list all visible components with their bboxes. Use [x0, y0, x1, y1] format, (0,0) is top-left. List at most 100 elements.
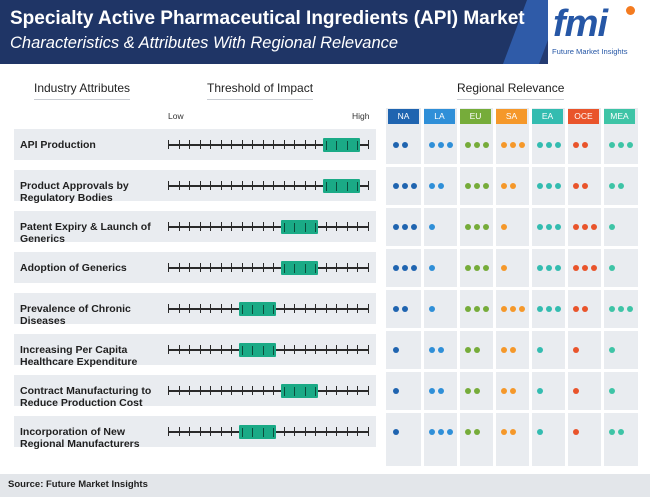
impact-tick — [231, 304, 233, 313]
impact-tick — [189, 304, 191, 313]
impact-tick — [210, 345, 212, 354]
impact-tick — [294, 140, 296, 149]
impact-tick — [357, 222, 359, 231]
relevance-dot-eu — [474, 142, 480, 148]
impact-tick — [325, 386, 327, 395]
relevance-dot-sa — [510, 142, 516, 148]
impact-tick — [189, 222, 191, 231]
impact-tick — [294, 427, 296, 436]
impact-tick — [178, 181, 180, 190]
relevance-dot-sa — [510, 429, 516, 435]
relevance-dot-eu — [465, 224, 471, 230]
relevance-dot-la — [429, 224, 435, 230]
impact-tick — [168, 427, 169, 436]
relevance-dot-sa — [501, 388, 507, 394]
relevance-dot-la — [429, 306, 435, 312]
impact-tick — [304, 345, 306, 354]
impact-bar-tick — [283, 387, 285, 396]
relevance-dot-na — [411, 183, 417, 189]
impact-tick — [241, 181, 243, 190]
relevance-dot-oce — [573, 306, 579, 312]
relevance-dot-sa — [510, 388, 516, 394]
impact-tick — [325, 222, 327, 231]
impact-tick — [368, 140, 369, 149]
impact-tick — [168, 386, 169, 395]
impact-bar-tick — [294, 387, 296, 396]
impact-tick — [283, 427, 285, 436]
attribute-label: Prevalence of Chronic Diseases — [20, 303, 131, 327]
attribute-label: API Production — [20, 139, 96, 151]
relevance-dot-ea — [537, 224, 543, 230]
impact-tick — [346, 263, 348, 272]
impact-tick — [273, 181, 275, 190]
impact-tick — [189, 386, 191, 395]
impact-tick — [199, 386, 201, 395]
impact-bar-tick — [262, 305, 264, 314]
relevance-dot-sa — [501, 224, 507, 230]
impact-bar-tick — [252, 305, 254, 314]
relevance-dot-la — [447, 429, 453, 435]
impact-tick — [178, 345, 180, 354]
impact-tick — [231, 181, 233, 190]
impact-bar — [238, 425, 277, 439]
impact-tick — [315, 427, 317, 436]
impact-bar — [280, 220, 319, 234]
relevance-dot-sa — [501, 142, 507, 148]
impact-tick — [210, 181, 212, 190]
impact-tick — [346, 304, 348, 313]
impact-tick — [357, 345, 359, 354]
region-header-oce: OCE — [568, 109, 599, 124]
impact-bar — [322, 138, 361, 152]
impact-tick — [241, 140, 243, 149]
relevance-dot-la — [429, 429, 435, 435]
relevance-dot-ea — [546, 265, 552, 271]
impact-tick — [294, 181, 296, 190]
relevance-dot-na — [402, 183, 408, 189]
relevance-dot-eu — [474, 224, 480, 230]
relevance-dot-eu — [465, 142, 471, 148]
impact-bar-tick — [241, 305, 243, 314]
relevance-dot-mea — [609, 347, 615, 353]
impact-tick — [346, 427, 348, 436]
panel-row-divider — [386, 328, 638, 331]
region-header-sa: SA — [496, 109, 527, 124]
fmi-logo-icon: fmi — [553, 3, 608, 45]
relevance-dot-la — [429, 183, 435, 189]
impact-bar-tick — [304, 264, 306, 273]
relevance-dot-oce — [573, 388, 579, 394]
impact-tick — [220, 222, 222, 231]
region-header-na: NA — [388, 109, 419, 124]
header-slant — [0, 0, 560, 64]
relevance-dot-oce — [582, 306, 588, 312]
impact-tick — [336, 222, 338, 231]
relevance-dot-oce — [591, 265, 597, 271]
impact-tick — [199, 304, 201, 313]
relevance-dot-eu — [474, 347, 480, 353]
impact-tick — [220, 345, 222, 354]
impact-tick — [231, 345, 233, 354]
relevance-dot-mea — [609, 224, 615, 230]
relevance-dot-oce — [573, 265, 579, 271]
relevance-dot-sa — [501, 183, 507, 189]
impact-tick — [189, 181, 191, 190]
relevance-dot-eu — [474, 265, 480, 271]
impact-tick — [315, 345, 317, 354]
relevance-dot-sa — [510, 347, 516, 353]
relevance-dot-mea — [618, 429, 624, 435]
impact-tick — [252, 386, 254, 395]
impact-bar-tick — [325, 141, 327, 150]
impact-tick — [304, 181, 306, 190]
panel-row-divider — [386, 164, 638, 167]
panel-row-divider — [386, 410, 638, 413]
impact-tick — [199, 345, 201, 354]
impact-tick — [336, 304, 338, 313]
impact-tick — [273, 386, 275, 395]
impact-tick — [241, 222, 243, 231]
relevance-dot-sa — [519, 306, 525, 312]
impact-tick — [315, 140, 317, 149]
relevance-dot-ea — [555, 183, 561, 189]
chart-subtitle: Characteristics & Attributes With Region… — [10, 34, 399, 52]
relevance-dot-mea — [609, 265, 615, 271]
impact-tick — [262, 140, 264, 149]
relevance-dot-ea — [555, 142, 561, 148]
